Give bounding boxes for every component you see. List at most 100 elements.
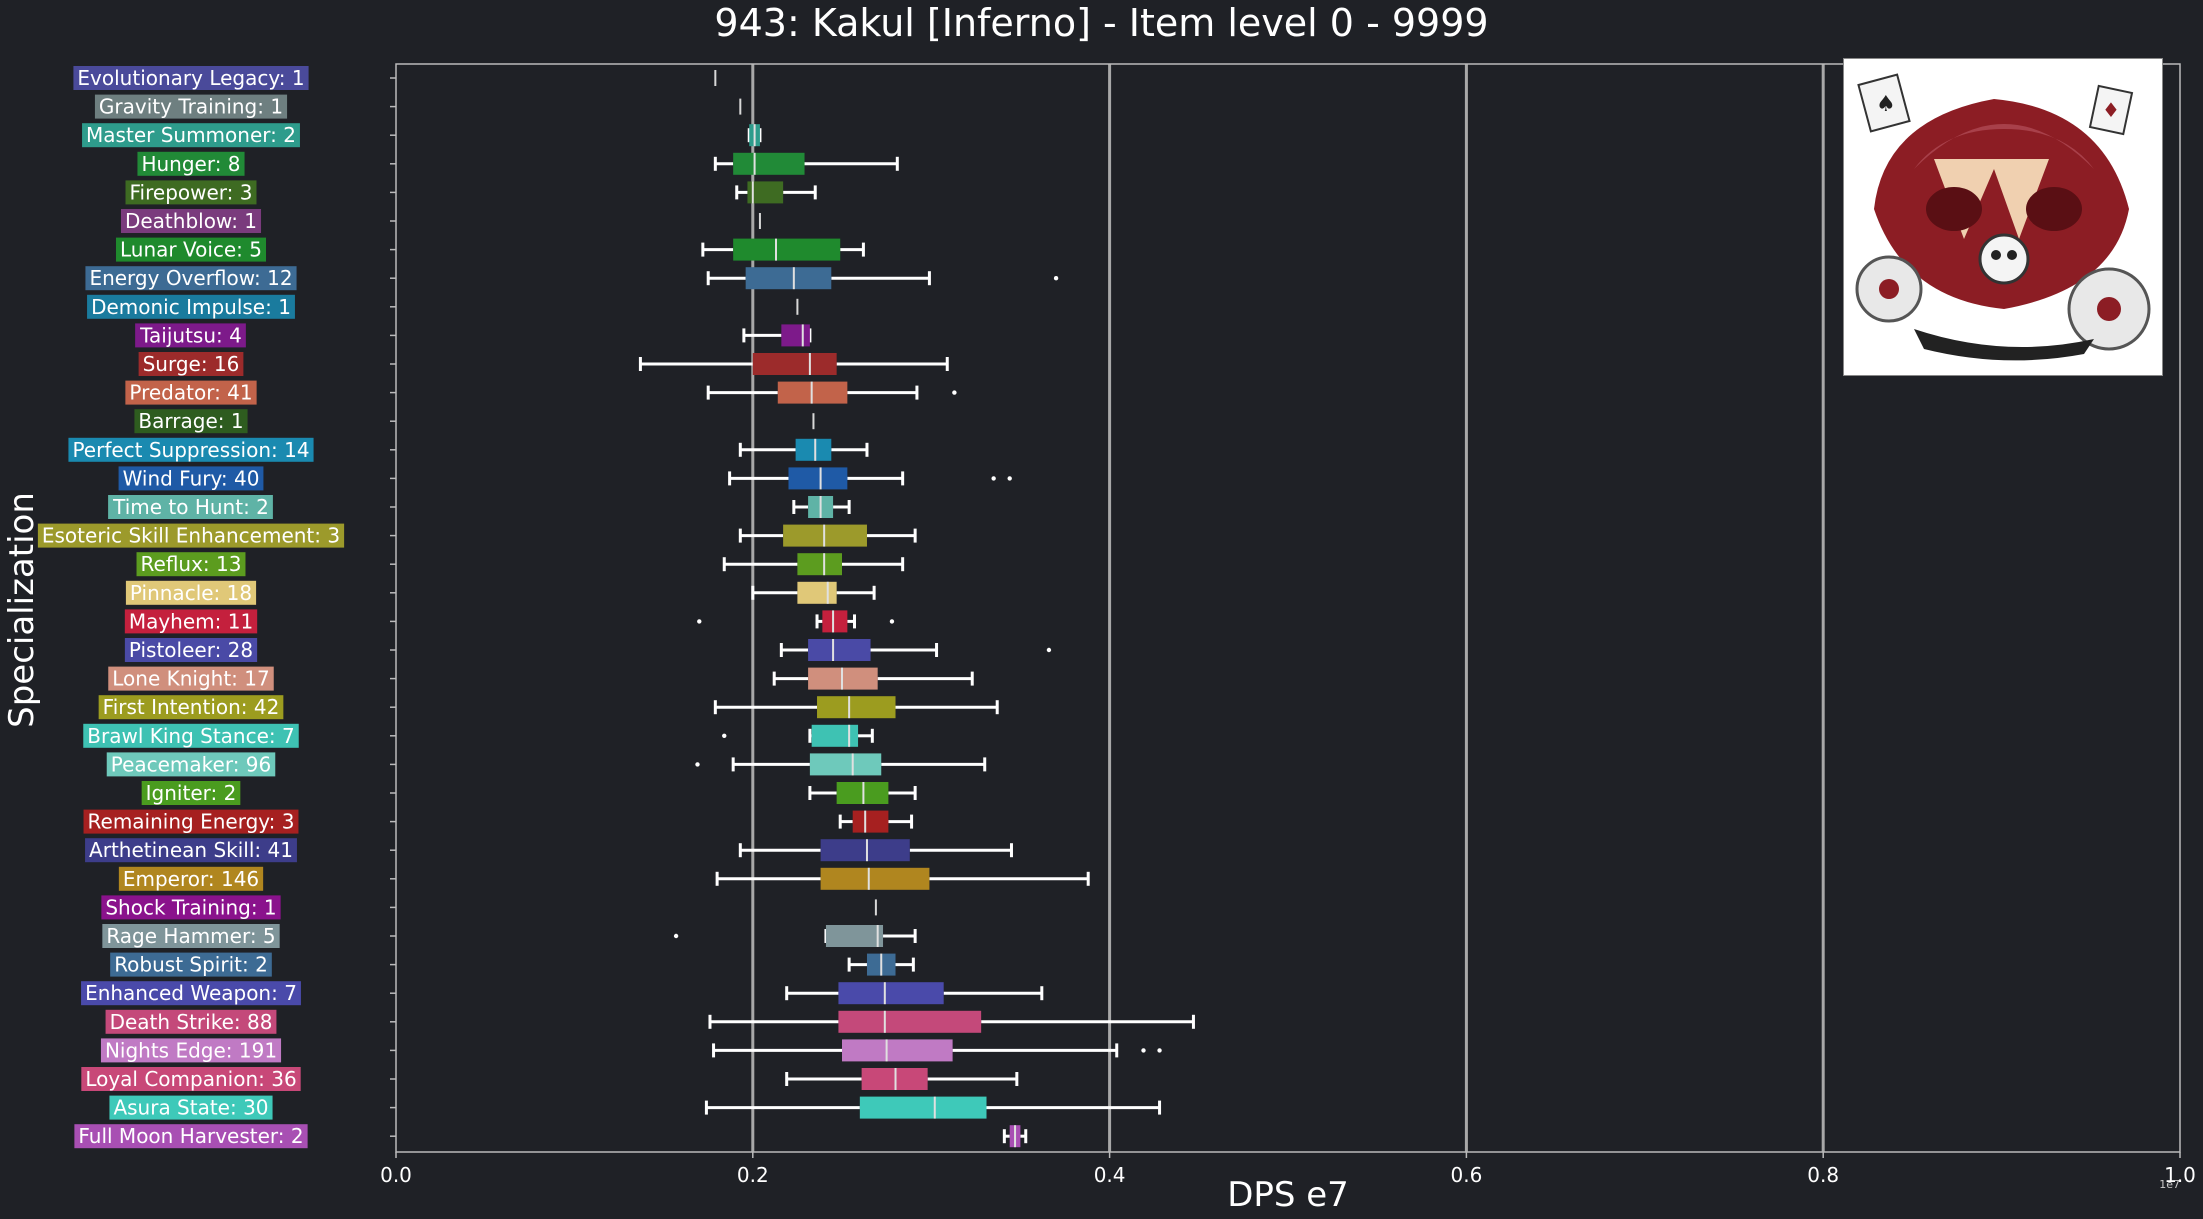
category-label-background	[101, 895, 281, 920]
category-label: Mayhem: 11	[124, 609, 258, 634]
outlier-point	[1053, 276, 1059, 281]
category-label-background	[115, 237, 267, 262]
category-label: Evolutionary Legacy: 1	[73, 66, 309, 90]
category-label: Energy Overflow: 12	[85, 266, 297, 291]
box-plot-item	[738, 524, 917, 547]
category-label-text: Pistoleer: 28	[129, 638, 253, 662]
category-label-text: Evolutionary Legacy: 1	[77, 66, 304, 90]
box-iqr	[795, 438, 832, 461]
box-plot-item	[808, 782, 917, 804]
category-label-background	[125, 380, 257, 405]
box-plot-item	[838, 810, 914, 833]
box-plot-item	[772, 667, 974, 690]
category-label-text: Nights Edge: 191	[105, 1038, 277, 1062]
category-label: Wind Fury: 40	[118, 466, 264, 491]
category-label-background	[82, 123, 300, 148]
outlier-point	[1007, 476, 1012, 481]
box-iqr	[838, 1010, 982, 1033]
category-label: Rage Hammer: 5	[102, 924, 280, 948]
outlier-point	[952, 390, 957, 395]
category-label-text: Surge: 16	[143, 352, 240, 376]
box-plot-item	[715, 867, 1090, 890]
outlier-point	[697, 619, 702, 624]
category-label: Surge: 16	[138, 352, 244, 376]
category-label: Full Moon Harvester: 2	[74, 1124, 308, 1149]
x-exponent-label: 1e7	[2159, 1178, 2180, 1191]
category-label-text: Energy Overflow: 12	[89, 266, 292, 290]
category-label-text: Hunger: 8	[141, 152, 240, 176]
box-iqr	[820, 867, 930, 890]
category-label-background	[73, 66, 309, 90]
x-tick-label: 0.0	[380, 1163, 412, 1187]
box-iqr	[747, 181, 784, 204]
category-label: Death Strike: 88	[105, 1009, 277, 1034]
box-plot-item	[706, 267, 1059, 290]
box-plot-item	[779, 639, 1052, 661]
category-label-text: Emperor: 146	[123, 867, 259, 891]
category-label-background	[100, 1038, 282, 1063]
category-label: Lone Knight: 17	[108, 666, 274, 691]
box-plot-item	[722, 724, 874, 747]
x-tick-label: 0.6	[1450, 1163, 1482, 1187]
box-iqr	[811, 724, 859, 747]
category-label-text: Lone Knight: 17	[112, 667, 269, 691]
outlier-point	[1157, 1048, 1162, 1053]
category-label: Perfect Suppression: 14	[68, 437, 314, 462]
svg-text:♠: ♠	[1876, 92, 1896, 117]
category-label-text: Mayhem: 11	[129, 609, 253, 633]
category-label-text: Perfect Suppression: 14	[72, 438, 309, 462]
box-iqr	[809, 753, 882, 776]
category-label-text: Firepower: 3	[130, 180, 253, 204]
box-plot-item	[735, 181, 817, 204]
category-label-text: Reflux: 13	[141, 552, 242, 576]
category-label-text: Death Strike: 88	[110, 1010, 273, 1034]
box-plot-item	[697, 610, 895, 633]
category-label-background	[106, 752, 276, 777]
plot-frame	[390, 63, 2181, 1158]
category-label: Reflux: 13	[136, 552, 246, 577]
box-plot-item	[747, 124, 762, 147]
category-label: Peacemaker: 96	[106, 752, 276, 777]
category-label-background	[124, 609, 258, 634]
category-label-text: Pinnacle: 18	[130, 581, 252, 605]
category-label: Robust Spirit: 2	[110, 952, 272, 977]
category-label: Emperor: 146	[118, 866, 264, 891]
x-tick-label: 0.4	[1094, 1163, 1126, 1187]
outlier-point	[722, 733, 727, 738]
box-plot-item	[673, 925, 917, 947]
category-label-background	[108, 666, 274, 691]
category-label-text: Full Moon Harvester: 2	[78, 1124, 303, 1148]
box-plot-item	[713, 696, 999, 719]
category-label: Shock Training: 1	[101, 895, 281, 920]
category-label-text: Peacemaker: 96	[111, 752, 272, 776]
x-tick-label: 1.0	[2164, 1163, 2196, 1187]
category-label-text: Master Summoner: 2	[86, 123, 296, 147]
kakul-clown-icon: ♠ ♦	[1844, 59, 2162, 375]
category-label-background	[110, 952, 272, 977]
outlier-point	[991, 476, 996, 481]
category-label: Enhanced Weapon: 7	[81, 981, 301, 1006]
box-plot-item	[1002, 1125, 1028, 1148]
box-iqr	[745, 267, 832, 290]
category-label-background	[134, 409, 248, 434]
outlier-point	[1046, 647, 1052, 653]
category-label-background	[125, 180, 257, 205]
box-plot-item	[706, 381, 957, 404]
category-label-text: Arthetinean Skill: 41	[89, 838, 293, 862]
category-labels: Evolutionary Legacy: 1 Gravity Training: …	[37, 66, 345, 1149]
box-plot-item	[638, 353, 949, 375]
category-label: Arthetinean Skill: 41	[85, 838, 297, 863]
box-plot-item	[742, 324, 812, 347]
category-label-background	[37, 523, 345, 548]
box-iqr	[842, 1039, 953, 1062]
box-iqr	[859, 1096, 987, 1119]
category-label: Pistoleer: 28	[124, 638, 258, 662]
category-label: Asura State: 30	[109, 1095, 273, 1120]
category-label: Pinnacle: 18	[125, 580, 257, 605]
category-label-background	[81, 981, 301, 1006]
outlier-point	[673, 933, 679, 939]
category-label-text: Asura State: 30	[113, 1096, 268, 1120]
box-plot-item	[785, 982, 1044, 1005]
box-iqr	[752, 353, 837, 375]
